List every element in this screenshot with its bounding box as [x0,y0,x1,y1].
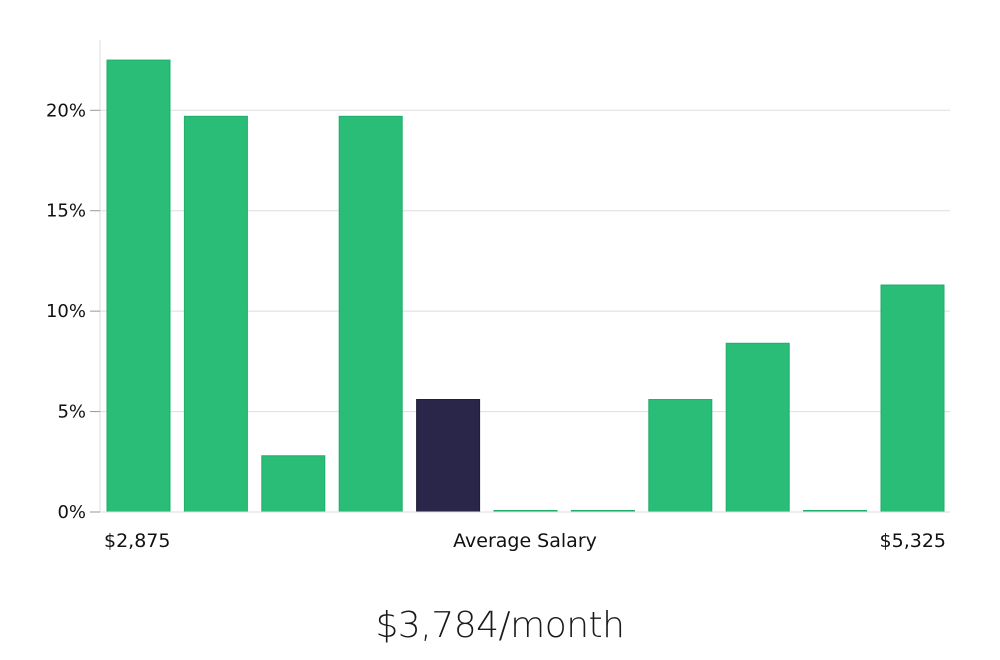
salary-distribution-chart: 0% 5% 10% 15% 20% $2,875 Average Salary $5,3… [46,40,950,552]
x-min-label: $2,875 [104,530,170,552]
bar-average-salary [416,399,481,513]
x-axis-title: Average Salary [453,530,597,552]
average-salary-value: $3,784/month [375,605,625,646]
bar [261,455,326,513]
y-tick-label: 10% [46,301,86,322]
y-tick-label: 20% [46,100,86,121]
bar [648,399,713,513]
x-max-label: $5,325 [880,530,946,552]
y-axis-ticks: 0% 5% 10% 15% 20% [46,100,100,523]
bar [725,342,790,513]
bar [880,284,945,513]
y-tick-label: 15% [46,201,86,222]
bar [106,59,171,513]
bar [183,115,248,513]
bars [106,59,945,513]
bar [338,115,403,513]
y-tick-label: 0% [57,502,86,523]
y-tick-label: 5% [57,402,86,423]
